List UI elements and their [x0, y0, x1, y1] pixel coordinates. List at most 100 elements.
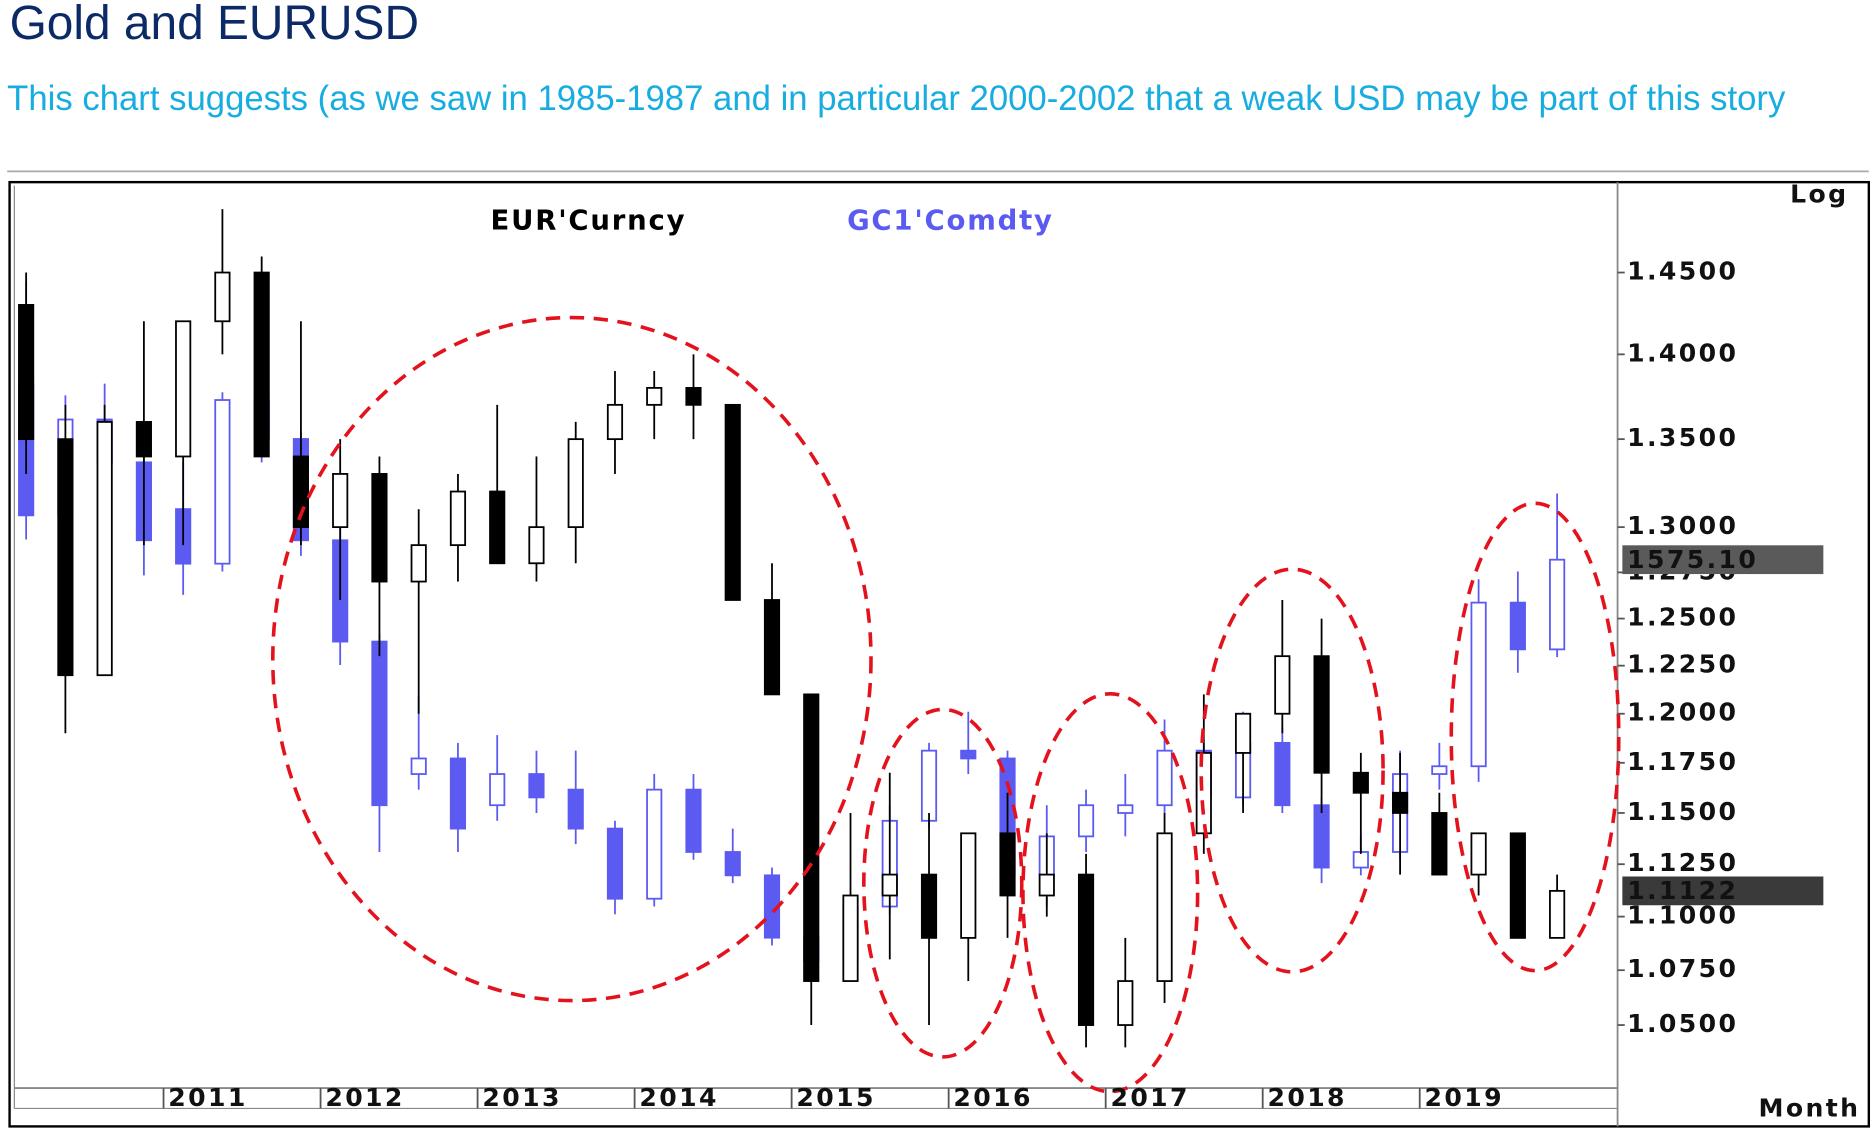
candle-body — [449, 490, 467, 547]
x-unit-label: Month — [1758, 1094, 1860, 1123]
y-tick-label: 1.2000 — [1627, 698, 1738, 727]
candle-body — [1117, 980, 1134, 1026]
candle-body — [1077, 804, 1095, 838]
candle-body — [567, 788, 584, 830]
candle-body — [1392, 791, 1409, 814]
candle-body — [842, 894, 859, 982]
candle-body — [528, 526, 545, 565]
candle-body — [803, 693, 820, 982]
y-tick-label: 1.4500 — [1627, 257, 1738, 286]
candle-body — [1352, 771, 1369, 794]
subtitle-box: This chart suggests (as we saw in 1985-1… — [7, 80, 1786, 119]
candle-body — [1274, 655, 1291, 715]
candle-body — [960, 832, 977, 939]
last-value-box — [1622, 876, 1824, 906]
last-value-label: 1.1122 — [1627, 876, 1738, 905]
candle-body — [1470, 601, 1487, 768]
candle-body — [1038, 873, 1055, 897]
highlight-ellipse — [1449, 501, 1621, 973]
candle-body — [1195, 752, 1212, 835]
candle-body — [606, 827, 624, 900]
y-tick-label: 1.2500 — [1627, 603, 1738, 632]
candle-body — [881, 873, 898, 897]
candle-body — [371, 640, 388, 807]
candle-body — [1352, 851, 1369, 869]
candle-body — [920, 873, 938, 939]
candle-body — [1549, 558, 1566, 651]
candle-body — [410, 544, 427, 583]
candle-body — [528, 773, 545, 799]
x-tick-label: 2019 — [1425, 1083, 1504, 1112]
candle-body — [1156, 832, 1173, 982]
x-tick-label: 2012 — [325, 1083, 404, 1112]
highlight-ellipse — [1021, 692, 1200, 1094]
candle-body — [1313, 655, 1330, 774]
y-tick-label: 1.1750 — [1627, 747, 1738, 776]
candle-body — [1077, 873, 1095, 1026]
y-tick-label: 1.3500 — [1627, 423, 1738, 452]
candle-body — [567, 438, 584, 529]
scale-label: Log — [1790, 179, 1848, 208]
candle-body — [489, 773, 506, 807]
legend-entry: EUR'Curncy — [491, 205, 687, 237]
chart-frame — [8, 180, 1871, 1128]
y-tick-label: 1.0500 — [1627, 1009, 1738, 1038]
candle-body — [724, 851, 741, 877]
candle-body — [57, 438, 74, 677]
candle-body — [763, 599, 781, 696]
legend-entry: GC1'Comdty — [847, 205, 1054, 237]
candle-body — [685, 788, 702, 853]
candle-body — [1549, 889, 1566, 939]
y-tick-label: 1.1250 — [1627, 848, 1738, 877]
candle-body — [449, 757, 467, 830]
last-value-box — [1622, 545, 1824, 575]
highlight-ellipse — [1199, 567, 1385, 974]
candle-body — [646, 788, 663, 900]
y-tick-label: 1.1000 — [1627, 901, 1738, 930]
candle-body — [371, 473, 388, 583]
candle-body — [214, 399, 231, 565]
candle-body — [1117, 804, 1134, 814]
x-tick-label: 2017 — [1110, 1083, 1189, 1112]
candle-body — [96, 421, 113, 677]
x-tick-label: 2018 — [1267, 1083, 1346, 1112]
y-tick-label: 1.4000 — [1627, 338, 1738, 367]
highlight-ellipse — [862, 707, 1024, 1059]
highlight-ellipse — [270, 315, 873, 1003]
candle-body — [18, 304, 35, 441]
candle-body — [1509, 832, 1526, 939]
candle-body — [646, 386, 663, 406]
candles — [18, 209, 1566, 1048]
candle-body — [489, 490, 506, 565]
candle-body — [1313, 804, 1330, 869]
y-tick-label: 1.3000 — [1627, 511, 1738, 540]
x-tick-label: 2011 — [168, 1083, 247, 1112]
x-tick-label: 2013 — [482, 1083, 561, 1112]
candle-body — [175, 320, 192, 458]
candle-body — [214, 271, 231, 323]
candle-body — [1431, 812, 1448, 876]
candle-body — [960, 749, 977, 760]
candle-body — [1234, 712, 1252, 754]
x-tick-label: 2014 — [639, 1083, 718, 1112]
candle-body — [1470, 832, 1487, 876]
y-tick-label: 1.0750 — [1627, 954, 1738, 983]
y-tick-label: 1.2250 — [1627, 650, 1738, 679]
candle-body — [1431, 765, 1448, 775]
last-value-label: 1575.10 — [1627, 545, 1758, 574]
candle-body — [1156, 749, 1173, 807]
x-tick-label: 2015 — [796, 1083, 875, 1112]
chart-subtitle: This chart suggests (as we saw in 1985-1… — [7, 80, 1786, 119]
chart-title: Gold and EURUSD — [10, 0, 419, 50]
candle-body — [1274, 741, 1291, 807]
candle-body — [724, 403, 741, 601]
candle-body — [135, 421, 152, 458]
y-tick-label: 1.1500 — [1627, 797, 1738, 826]
candle-body — [920, 749, 938, 822]
candle-body — [606, 403, 624, 441]
candle-body — [685, 386, 702, 406]
candle-body — [332, 473, 349, 529]
candle-body — [253, 271, 270, 458]
